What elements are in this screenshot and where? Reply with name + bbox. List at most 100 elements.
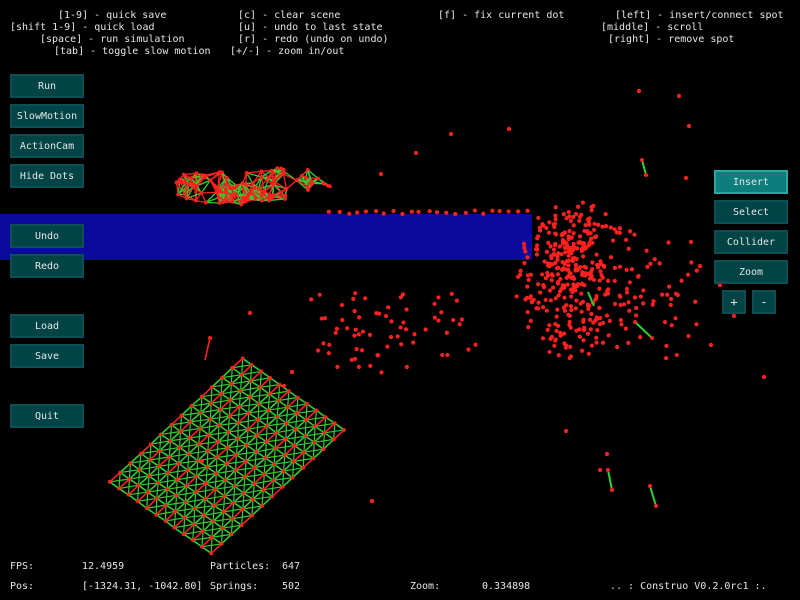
lattice-particle[interactable] [195,458,200,463]
lattice-particle[interactable] [175,477,180,482]
lattice-spring[interactable] [231,357,244,369]
lattice-particle[interactable] [305,401,309,406]
lattice-particle[interactable] [271,478,276,483]
particle[interactable] [547,349,552,355]
lattice-spring[interactable] [293,445,296,462]
lattice-particle[interactable] [272,462,277,467]
lattice-spring[interactable] [127,484,140,496]
lattice-particle[interactable] [238,388,243,393]
lattice-spring[interactable] [193,508,196,525]
lattice-particle[interactable] [258,385,263,390]
lattice-spring[interactable] [250,370,262,382]
lattice-particle[interactable] [165,487,170,492]
lattice-spring[interactable] [210,543,223,554]
particle[interactable] [578,301,583,306]
lattice-spring[interactable] [277,384,281,401]
lattice-spring[interactable] [276,406,289,418]
lattice-spring[interactable] [207,441,219,452]
lattice-particle[interactable] [194,474,199,479]
slowmotion-button[interactable]: SlowMotion [10,104,84,128]
lattice-particle[interactable] [276,398,281,403]
lattice-spring[interactable] [175,479,178,496]
lattice-spring[interactable] [155,504,167,516]
particle[interactable] [592,221,597,226]
mesh-particle[interactable] [316,176,320,181]
lattice-spring[interactable] [248,412,259,421]
lattice-spring[interactable] [184,517,195,525]
particle[interactable] [551,247,557,252]
lattice-spring[interactable] [205,472,217,484]
lattice-spring[interactable] [174,495,178,512]
particle[interactable] [603,292,608,297]
lattice-particle[interactable] [304,418,308,422]
mesh-spring[interactable] [201,191,217,194]
lattice-spring[interactable] [208,434,219,443]
mesh-particle[interactable] [252,186,257,190]
loose-spring[interactable] [607,469,613,491]
lattice-spring[interactable] [251,364,262,372]
particle[interactable] [634,305,639,311]
particle[interactable] [568,218,574,223]
particle[interactable] [676,93,682,99]
particle[interactable] [357,315,362,320]
particle[interactable] [674,352,679,358]
particle[interactable] [600,224,605,229]
particle[interactable] [309,297,314,302]
particle[interactable] [659,292,665,297]
mesh-particle[interactable] [193,198,198,203]
lattice-particle[interactable] [214,471,219,476]
lattice-particle[interactable] [236,420,241,425]
lattice-spring[interactable] [202,520,214,532]
particle[interactable] [579,281,585,286]
lattice-spring[interactable] [234,470,237,487]
lattice-spring[interactable] [175,501,187,512]
particle[interactable] [354,346,359,352]
particle[interactable] [383,313,389,319]
lattice-spring[interactable] [251,499,254,516]
mesh-particle[interactable] [204,200,208,205]
particle[interactable] [583,271,588,276]
mesh-spring[interactable] [286,179,298,190]
lattice-spring[interactable] [258,393,271,405]
lattice-particle[interactable] [168,438,173,443]
lattice-spring[interactable] [166,472,169,490]
mesh-spring[interactable] [184,182,188,199]
lattice-spring[interactable] [208,424,220,436]
run-button[interactable]: Run [10,74,84,98]
lattice-particle[interactable] [210,535,214,540]
mesh-particle[interactable] [208,178,213,183]
lattice-particle[interactable] [227,414,232,419]
particle[interactable] [514,294,519,299]
particle[interactable] [538,290,543,295]
lattice-spring[interactable] [225,447,229,464]
lattice-spring[interactable] [176,479,187,487]
particle[interactable] [564,275,569,280]
lattice-spring[interactable] [129,452,142,464]
particle[interactable] [481,211,486,216]
lattice-particle[interactable] [211,519,216,524]
lattice-particle[interactable] [229,381,234,386]
lattice-particle[interactable] [196,442,201,447]
lattice-particle[interactable] [182,515,187,520]
mesh-particle[interactable] [259,169,264,174]
particle[interactable] [563,250,568,255]
lattice-spring[interactable] [209,408,221,420]
lattice-spring[interactable] [185,475,198,487]
particle[interactable] [199,458,205,464]
lattice-spring[interactable] [234,476,246,487]
particle[interactable] [609,255,614,260]
lattice-spring[interactable] [221,511,225,529]
particle[interactable] [559,252,564,257]
particle[interactable] [326,209,331,214]
particle[interactable] [563,428,569,434]
particle[interactable] [556,293,561,298]
particle[interactable] [569,294,574,299]
mesh-particle[interactable] [174,180,179,185]
particle[interactable] [627,308,632,313]
lattice-spring[interactable] [267,394,271,411]
particle[interactable] [594,335,599,340]
particle[interactable] [473,342,478,347]
particle[interactable] [453,211,458,217]
particle[interactable] [440,352,445,358]
lattice-spring[interactable] [274,438,287,449]
